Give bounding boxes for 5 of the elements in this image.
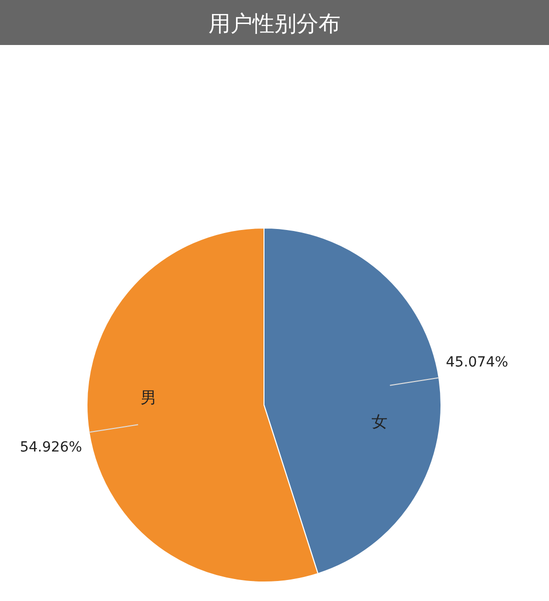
slice-label: 女 <box>371 412 388 431</box>
slice-label: 男 <box>140 388 157 408</box>
chart-title: 用户性别分布 <box>208 12 340 37</box>
data-label: 54.926% <box>20 439 82 456</box>
data-label: 45.074% <box>446 354 508 371</box>
